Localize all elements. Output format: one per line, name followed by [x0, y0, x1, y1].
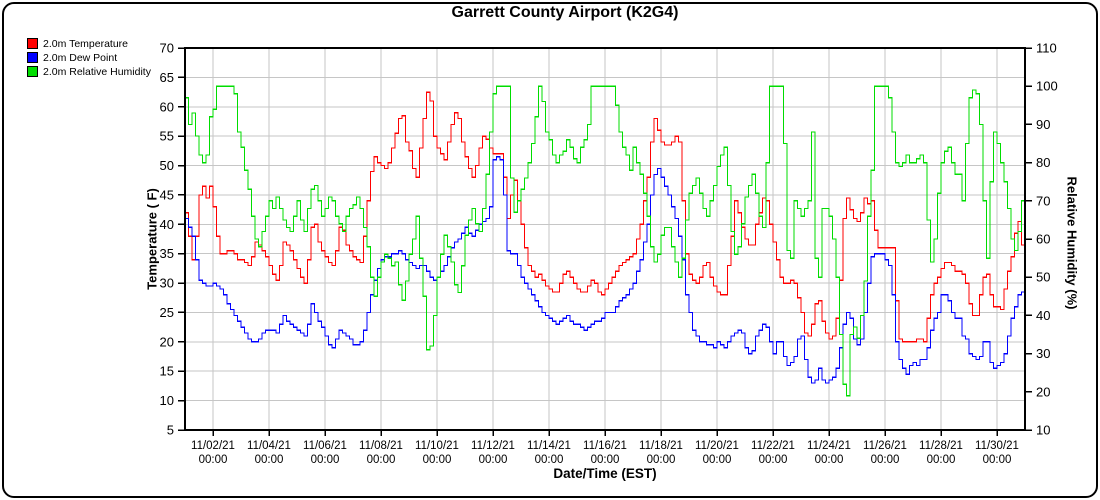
x-tick-date-label: 11/26/21: [863, 440, 907, 452]
series-line--m-dew-point: [185, 156, 1026, 384]
x-tick-time-label: 00:00: [311, 454, 340, 466]
x-tick-time-label: 00:00: [591, 454, 620, 466]
y-right-tick-label: 30: [1036, 346, 1050, 361]
y-right-tick-label: 20: [1036, 384, 1050, 399]
x-tick-time-label: 00:00: [815, 454, 844, 466]
x-tick-date-label: 11/02/21: [191, 440, 235, 452]
y-right-tick-label: 10: [1036, 423, 1050, 438]
y-left-tick-label: 70: [160, 41, 174, 56]
y-axis-title-temperature: Temperature ( F): [144, 188, 160, 290]
x-tick-time-label: 00:00: [983, 454, 1012, 466]
legend-item-relative-humidity: 2.0m Relative Humidity: [27, 65, 151, 78]
y-axis-title-humidity: Relative Humidity (%): [1064, 176, 1080, 310]
x-axis-title: Date/Time (EST): [553, 466, 657, 481]
chart-legend: 2.0m Temperature 2.0m Dew Point 2.0m Rel…: [27, 37, 151, 79]
x-tick-time-label: 00:00: [255, 454, 284, 466]
y-right-tick-label: 80: [1036, 155, 1050, 170]
x-tick-date-label: 11/12/21: [471, 440, 515, 452]
y-left-tick-label: 10: [160, 393, 174, 408]
legend-item-dew-point: 2.0m Dew Point: [27, 51, 151, 64]
chart-title: Garrett County Airport (K2G4): [451, 4, 679, 21]
x-tick-time-label: 00:00: [759, 454, 788, 466]
y-right-tick-label: 60: [1036, 232, 1050, 247]
y-right-tick-label: 70: [1036, 193, 1050, 208]
y-left-tick-label: 45: [160, 187, 174, 202]
x-tick-time-label: 00:00: [479, 454, 508, 466]
x-tick-time-label: 00:00: [367, 454, 396, 466]
y-right-tick-label: 100: [1036, 79, 1058, 94]
y-left-tick-label: 35: [160, 246, 174, 261]
x-tick-date-label: 11/22/21: [751, 440, 795, 452]
y-left-tick-label: 65: [160, 70, 174, 85]
y-left-tick-label: 40: [160, 217, 174, 232]
x-tick-time-label: 00:00: [423, 454, 452, 466]
y-left-tick-label: 30: [160, 276, 174, 291]
x-tick-time-label: 00:00: [703, 454, 732, 466]
legend-label: 2.0m Temperature: [43, 37, 129, 50]
x-tick-time-label: 00:00: [927, 454, 956, 466]
y-right-tick-label: 40: [1036, 308, 1050, 323]
y-left-tick-label: 55: [160, 129, 174, 144]
series-line--m-relative-humidity: [185, 85, 1026, 397]
legend-label: 2.0m Relative Humidity: [43, 65, 151, 78]
x-tick-date-label: 11/08/21: [359, 440, 403, 452]
legend-label: 2.0m Dew Point: [43, 51, 118, 64]
legend-item-temperature: 2.0m Temperature: [27, 37, 151, 50]
x-tick-time-label: 00:00: [871, 454, 900, 466]
y-right-tick-label: 90: [1036, 117, 1050, 132]
y-left-tick-label: 50: [160, 158, 174, 173]
y-left-tick-label: 25: [160, 305, 174, 320]
relative-humidity-swatch-icon: [27, 66, 38, 77]
x-tick-date-label: 11/24/21: [807, 440, 851, 452]
y-right-tick-label: 50: [1036, 270, 1050, 285]
x-tick-time-label: 00:00: [647, 454, 676, 466]
x-tick-date-label: 11/28/21: [919, 440, 963, 452]
x-tick-date-label: 11/20/21: [695, 440, 739, 452]
y-left-tick-label: 20: [160, 334, 174, 349]
x-tick-date-label: 11/04/21: [247, 440, 291, 452]
y-left-tick-label: 60: [160, 99, 174, 114]
x-tick-date-label: 11/18/21: [639, 440, 683, 452]
x-tick-date-label: 11/30/21: [975, 440, 1019, 452]
x-tick-date-label: 11/14/21: [527, 440, 571, 452]
y-left-tick-label: 5: [167, 423, 174, 438]
x-tick-date-label: 11/16/21: [583, 440, 627, 452]
y-right-tick-label: 110: [1036, 41, 1057, 56]
dew-point-swatch-icon: [27, 52, 38, 63]
x-tick-date-label: 11/10/21: [415, 440, 459, 452]
y-left-tick-label: 15: [160, 364, 174, 379]
x-tick-date-label: 11/06/21: [303, 440, 347, 452]
temperature-swatch-icon: [27, 38, 38, 49]
x-tick-time-label: 00:00: [199, 454, 228, 466]
x-tick-time-label: 00:00: [535, 454, 564, 466]
